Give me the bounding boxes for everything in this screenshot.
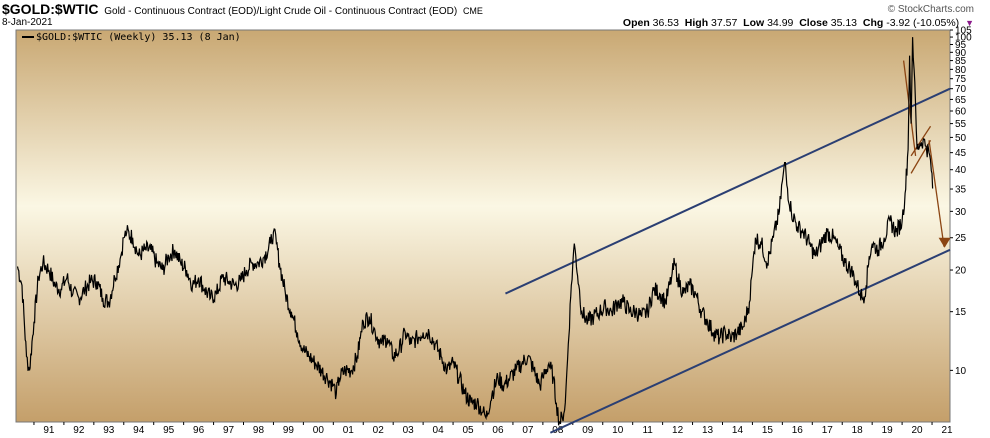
y-tick-label: 25	[955, 233, 967, 244]
x-tick-label: 95	[163, 425, 175, 436]
x-tick-label: 21	[941, 425, 953, 436]
y-tick-label: 30	[955, 207, 967, 218]
x-tick-label: 00	[313, 425, 325, 436]
x-tick-label: 98	[253, 425, 265, 436]
y-tick-label: 40	[955, 165, 967, 176]
brand-credit: © StockCharts.com	[887, 4, 974, 15]
chg-label: Chg	[862, 17, 884, 29]
x-tick-label: 92	[73, 425, 85, 436]
y-tick-label: 10	[955, 366, 967, 377]
legend-label: $GOLD:$WTIC (Weekly) 35.13 (8 Jan)	[36, 32, 241, 43]
open-label: Open	[622, 17, 650, 29]
target-arrow-icon	[938, 237, 951, 248]
y-tick-label: 100	[955, 33, 972, 44]
high-label: High	[684, 17, 709, 29]
series-layer	[16, 37, 934, 426]
quote-bar: Open 36.53 High 37.57 Low 34.99 Close 35…	[623, 17, 974, 29]
y-tick-label: 65	[955, 95, 967, 106]
x-tick-label: 05	[462, 425, 474, 436]
y-tick-label: 70	[955, 84, 967, 95]
y-tick-label: 45	[955, 148, 967, 159]
trend-lines	[505, 60, 951, 434]
lower-channel-line	[549, 248, 951, 434]
x-tick-label: 02	[373, 425, 385, 436]
x-tick-label: 06	[492, 425, 504, 436]
close-label: Close	[799, 17, 828, 29]
y-tick-label: 15	[955, 307, 967, 318]
x-tick-label: 15	[762, 425, 774, 436]
x-tick-label: 91	[43, 425, 55, 436]
x-tick-label: 97	[223, 425, 235, 436]
y-axis: 10 15 20 25 30 35 40 45 50 5560657075808590951001…	[950, 26, 972, 377]
x-tick-label: 14	[732, 425, 744, 436]
x-tick-label: 20	[912, 425, 924, 436]
open-value: 36.53	[652, 17, 679, 29]
x-tick-label: 03	[403, 425, 415, 436]
y-tick-label: 60	[955, 107, 967, 118]
x-tick-label: 09	[582, 425, 594, 436]
arrow-2-line	[928, 140, 945, 247]
x-tick-label: 19	[882, 425, 894, 436]
x-axis: 91 92 93 94 95 96 97 98 99 00 01 02 03 04 05 06 07 08 09 10…	[33, 422, 953, 436]
plot-background	[16, 30, 950, 422]
y-tick-label: 90	[955, 48, 967, 59]
chart-date: 8-Jan-2021	[2, 17, 53, 28]
x-tick-label: 10	[612, 425, 624, 436]
close-value: 35.13	[830, 17, 858, 29]
x-tick-label: 12	[672, 425, 684, 436]
arrow-1-line	[902, 60, 917, 156]
y-tick-label: 20	[955, 266, 967, 277]
symbol-description: Gold - Continuous Contract (EOD)/Light C…	[104, 6, 458, 17]
x-tick-label: 99	[283, 425, 295, 436]
x-tick-label: 16	[792, 425, 804, 436]
low-value: 34.99	[767, 17, 794, 29]
x-tick-label: 07	[522, 425, 534, 436]
y-tick-label: 95	[955, 40, 967, 51]
y-tick-label: 50	[955, 133, 967, 144]
x-tick-label: 08	[552, 425, 564, 436]
y-tick-label: 85	[955, 56, 967, 67]
high-value: 37.57	[711, 17, 738, 29]
y-tick-label: 35	[955, 185, 967, 196]
y-tick-label: 75	[955, 74, 967, 85]
y-tick-label: 55	[955, 119, 967, 130]
y-tick-label: 105	[955, 26, 972, 37]
series-line	[16, 37, 934, 426]
x-tick-label: 04	[433, 425, 445, 436]
x-tick-label: 17	[822, 425, 834, 436]
low-label: Low	[743, 17, 765, 29]
chart-header: $GOLD:$WTIC Gold - Continuous Contract (…	[2, 1, 483, 17]
upper-channel-line	[505, 87, 951, 295]
down-triangle-icon: ▼	[965, 18, 974, 28]
y-tick-label: 80	[955, 65, 967, 76]
x-tick-label: 18	[852, 425, 864, 436]
x-tick-label: 96	[193, 425, 205, 436]
symbol-title: $GOLD:$WTIC	[2, 1, 99, 17]
exchange-label: CME	[462, 6, 483, 16]
x-tick-label: 13	[702, 425, 714, 436]
x-tick-label: 94	[133, 425, 145, 436]
chg-value: -3.92 (-10.05%)	[886, 17, 960, 29]
x-tick-label: 01	[343, 425, 355, 436]
x-tick-label: 93	[103, 425, 115, 436]
x-tick-label: 11	[642, 425, 653, 436]
